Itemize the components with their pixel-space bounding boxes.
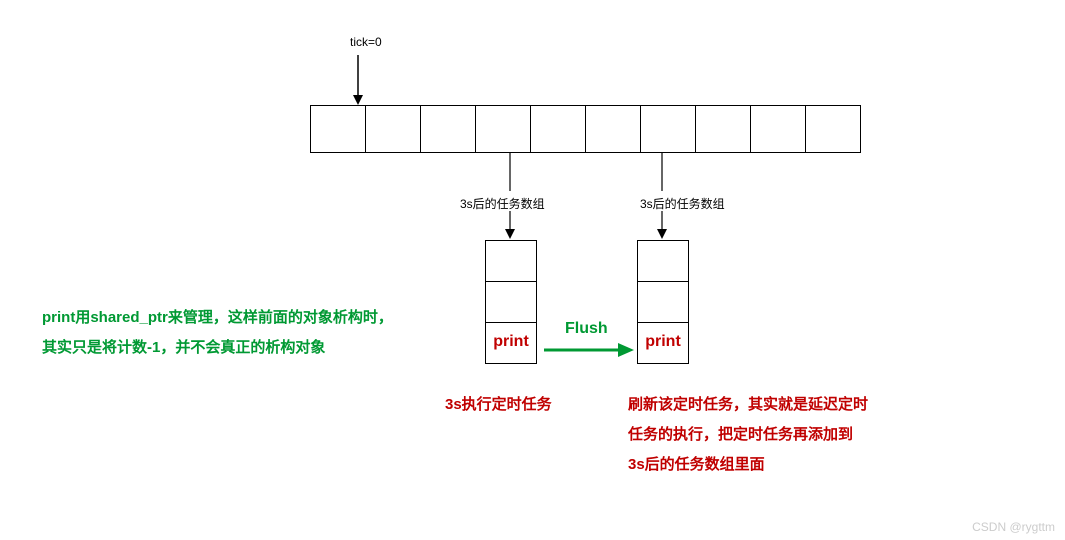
- left-note-line2: 其实只是将计数-1，并不会真正的析构对象: [42, 333, 472, 363]
- time-slot: [530, 105, 586, 153]
- time-slot: [750, 105, 806, 153]
- left-note-line1: print用shared_ptr来管理，这样前面的对象析构时，: [42, 303, 472, 333]
- col2-print: print: [638, 323, 688, 351]
- watermark: CSDN @rygttm: [972, 520, 1055, 534]
- flush-arrow: [542, 340, 637, 362]
- col1-below-label: 3s执行定时任务: [445, 390, 552, 420]
- tick-arrow: [350, 55, 370, 105]
- time-slot: [310, 105, 366, 153]
- col1-arrow: [500, 153, 520, 241]
- time-slot: [365, 105, 421, 153]
- time-slot: [695, 105, 751, 153]
- flush-label: Flush: [565, 320, 608, 338]
- col2-below-label: 刷新该定时任务，其实就是延迟定时任务的执行，把定时任务再添加到3s后的任务数组里…: [628, 390, 868, 480]
- time-slot: [585, 105, 641, 153]
- time-slot: [805, 105, 861, 153]
- left-note: print用shared_ptr来管理，这样前面的对象析构时， 其实只是将计数-…: [42, 303, 472, 363]
- time-slot: [640, 105, 696, 153]
- tick-label: tick=0: [350, 35, 382, 49]
- time-slot: [475, 105, 531, 153]
- col1-print: print: [486, 323, 536, 351]
- col2-arrow: [652, 153, 672, 241]
- time-slot: [420, 105, 476, 153]
